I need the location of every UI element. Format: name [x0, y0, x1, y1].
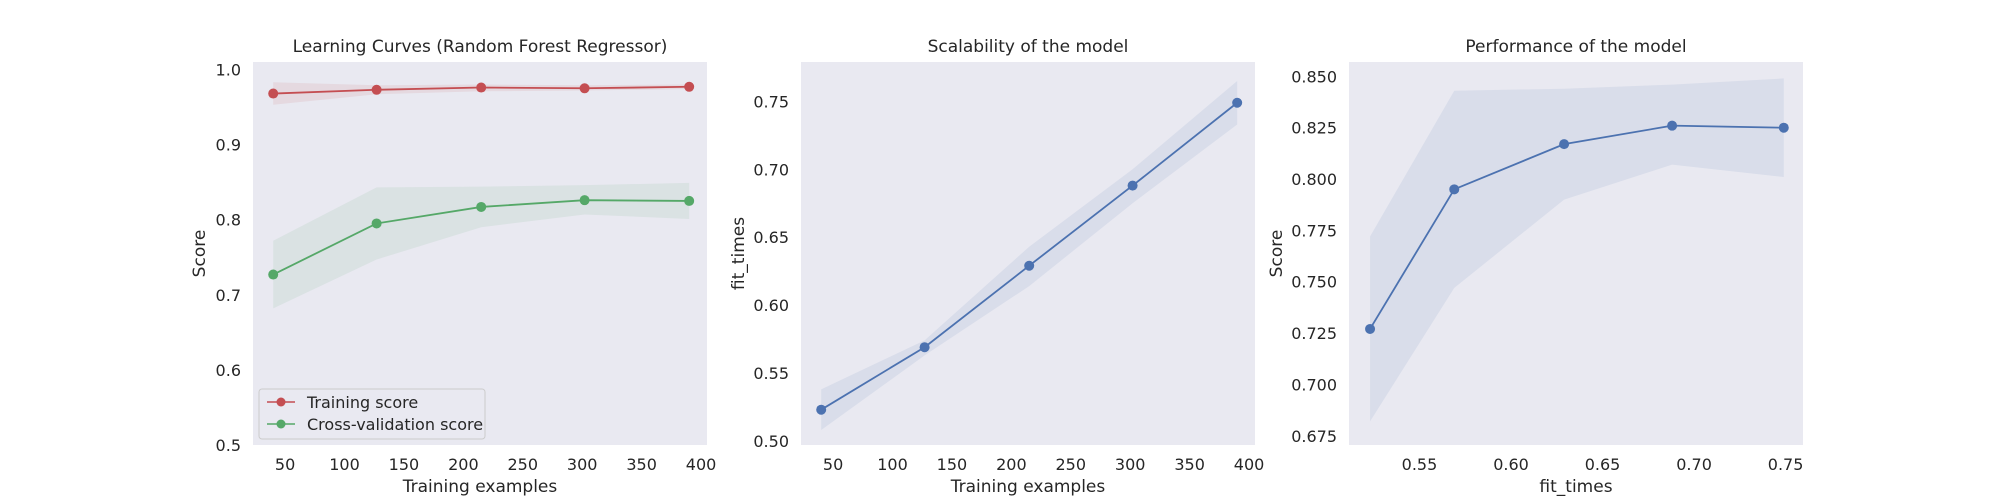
- x-tick-label: 150: [937, 455, 968, 474]
- plot-area-scalability: [801, 62, 1255, 445]
- band-series-1: [273, 182, 690, 309]
- y-tick-label: 0.825: [1291, 119, 1337, 138]
- x-ticks-scalability: 50 100 150 200 250 300 350 400: [823, 455, 1264, 474]
- plot-area-learning-curves: [253, 62, 707, 445]
- y-ticks-performance: 0.675 0.700 0.725 0.750 0.775 0.800 0.825 0.850: [1291, 67, 1337, 445]
- y-tick-label: 0.800: [1291, 170, 1337, 189]
- series-performance: [1365, 120, 1789, 334]
- point-series-1: [476, 201, 487, 212]
- point-series-0: [1559, 139, 1570, 150]
- chart-title-scalability: Scalability of the model: [928, 37, 1129, 57]
- x-tick-label: 400: [686, 455, 717, 474]
- x-tick-label: 400: [1234, 455, 1265, 474]
- y-axis-label-scalability: fit_times: [729, 217, 749, 290]
- legend-swatch-marker-training: [276, 397, 286, 407]
- y-tick-label: 0.75: [753, 92, 789, 111]
- x-tick-label: 100: [329, 455, 360, 474]
- x-ticks-learning-curves: 50 100 150 200 250 300 350 400: [275, 455, 716, 474]
- x-tick-label: 250: [1056, 455, 1087, 474]
- point-series-1: [371, 218, 382, 229]
- x-tick-label: 300: [567, 455, 598, 474]
- y-tick-label: 0.700: [1291, 375, 1337, 394]
- y-tick-label: 0.65: [753, 228, 789, 247]
- y-tick-label: 0.50: [753, 432, 789, 451]
- x-tick-label: 50: [275, 455, 295, 474]
- x-tick-label: 0.60: [1493, 455, 1529, 474]
- x-tick-label: 0.55: [1402, 455, 1438, 474]
- x-ticks-performance: 0.55 0.60 0.65 0.70 0.75: [1402, 455, 1804, 474]
- y-tick-label: 0.7: [216, 286, 241, 305]
- y-ticks-scalability: 0.50 0.55 0.60 0.65 0.70 0.75: [753, 92, 789, 451]
- band-series-0: [1370, 78, 1784, 422]
- x-tick-label: 200: [996, 455, 1027, 474]
- y-tick-label: 0.70: [753, 160, 789, 179]
- series-learning-curves: [268, 81, 695, 280]
- y-tick-label: 0.55: [753, 364, 789, 383]
- panel-learning-curves: Learning Curves (Random Forest Regressor…: [190, 37, 716, 497]
- x-tick-label: 300: [1115, 455, 1146, 474]
- y-tick-label: 0.750: [1291, 273, 1337, 292]
- x-tick-label: 200: [448, 455, 479, 474]
- y-tick-label: 0.725: [1291, 324, 1337, 343]
- point-series-0: [1449, 184, 1460, 195]
- point-series-1: [684, 195, 695, 206]
- legend-swatch-marker-cv: [276, 419, 286, 429]
- x-tick-label: 150: [389, 455, 420, 474]
- point-series-0: [268, 88, 279, 99]
- x-tick-label: 350: [626, 455, 657, 474]
- point-series-1: [268, 269, 279, 280]
- x-tick-label: 250: [508, 455, 539, 474]
- point-series-0: [579, 83, 590, 94]
- series-scalability: [816, 97, 1243, 415]
- panel-scalability: Scalability of the model Training exampl…: [729, 37, 1264, 497]
- panel-performance: Performance of the model fit_times Score…: [1267, 37, 1803, 497]
- point-series-0: [816, 404, 827, 415]
- chart-title-learning-curves: Learning Curves (Random Forest Regressor…: [293, 37, 668, 57]
- x-axis-label-scalability: Training examples: [950, 477, 1106, 497]
- point-series-0: [1365, 323, 1376, 334]
- legend-box: [258, 388, 486, 440]
- point-series-1: [579, 195, 590, 206]
- point-series-0: [1667, 120, 1678, 131]
- y-tick-label: 1.0: [216, 61, 241, 80]
- y-tick-label: 0.8: [216, 211, 241, 230]
- point-series-0: [1127, 180, 1138, 191]
- point-series-0: [1232, 97, 1243, 108]
- y-tick-label: 0.6: [216, 361, 241, 380]
- x-tick-label: 100: [877, 455, 908, 474]
- y-tick-label: 0.60: [753, 296, 789, 315]
- y-tick-label: 0.5: [216, 436, 241, 455]
- legend-label-cv: Cross-validation score: [307, 415, 483, 434]
- x-tick-label: 0.75: [1768, 455, 1804, 474]
- y-axis-label-learning-curves: Score: [190, 230, 210, 278]
- y-tick-label: 0.9: [216, 136, 241, 155]
- point-series-0: [919, 342, 930, 353]
- bands-performance: [1370, 78, 1784, 422]
- chart-title-performance: Performance of the model: [1465, 37, 1686, 57]
- x-tick-label: 350: [1174, 455, 1205, 474]
- y-ticks-learning-curves: 0.5 0.6 0.7 0.8 0.9 1.0: [216, 61, 241, 455]
- point-series-0: [1024, 260, 1035, 271]
- point-series-0: [476, 82, 487, 93]
- x-axis-label-performance: fit_times: [1539, 477, 1612, 497]
- y-tick-label: 0.675: [1291, 427, 1337, 446]
- y-tick-label: 0.775: [1291, 221, 1337, 240]
- x-tick-label: 0.70: [1676, 455, 1712, 474]
- x-axis-label-learning-curves: Training examples: [402, 477, 558, 497]
- x-tick-label: 50: [823, 455, 843, 474]
- legend: Training score Cross-validation score: [258, 388, 486, 440]
- legend-label-training: Training score: [306, 393, 418, 412]
- x-tick-label: 0.65: [1585, 455, 1621, 474]
- point-series-0: [684, 81, 695, 92]
- point-series-0: [1778, 122, 1789, 133]
- y-axis-label-performance: Score: [1267, 230, 1287, 278]
- point-series-0: [371, 84, 382, 95]
- y-tick-label: 0.850: [1291, 67, 1337, 86]
